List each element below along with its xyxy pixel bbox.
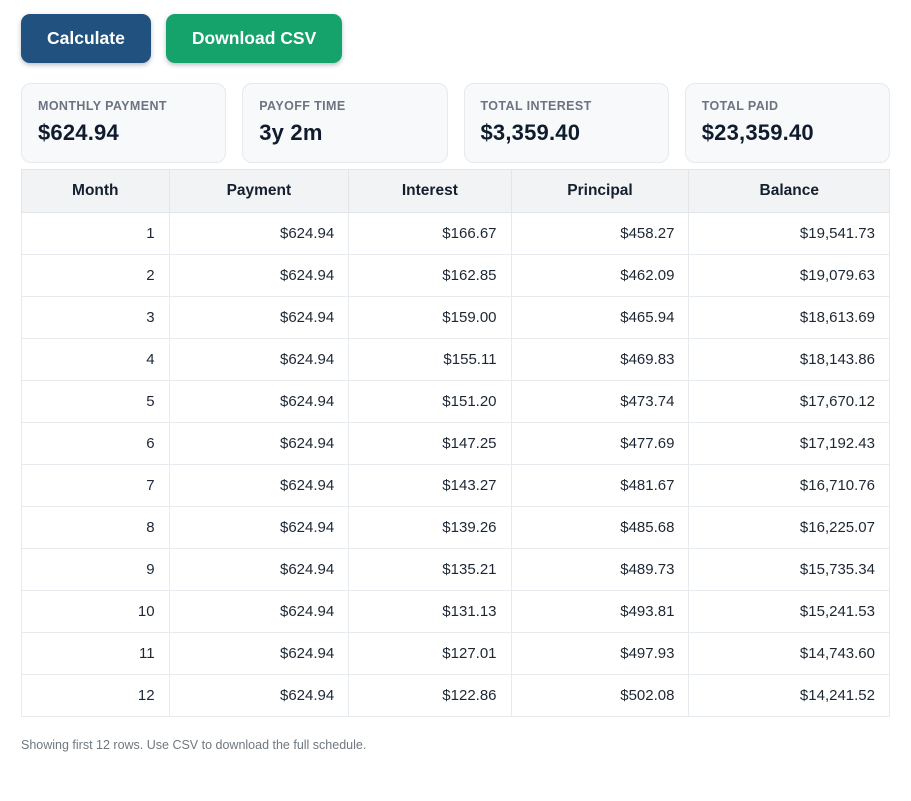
table-row: 2 $624.94 $162.85 $462.09 $19,079.63 <box>21 254 890 297</box>
column-header-payment: Payment <box>168 169 350 213</box>
calculate-button[interactable]: Calculate <box>21 14 151 63</box>
cell-principal: $481.67 <box>510 464 690 507</box>
column-header-month: Month <box>21 169 170 213</box>
table-row: 8 $624.94 $139.26 $485.68 $16,225.07 <box>21 506 890 549</box>
payoff-time-label: PAYOFF TIME <box>259 99 346 113</box>
cell-payment: $624.94 <box>168 380 350 423</box>
table-header: Month Payment Interest Principal Balance <box>21 169 890 213</box>
cell-balance: $16,225.07 <box>688 506 890 549</box>
total-interest-card: TOTAL INTEREST $3,359.40 <box>463 83 669 163</box>
cell-principal: $465.94 <box>510 296 690 339</box>
cell-principal: $485.68 <box>510 506 690 549</box>
cell-balance: $14,241.52 <box>688 674 890 717</box>
table-row: 10 $624.94 $131.13 $493.81 $15,241.53 <box>21 590 890 633</box>
table-row: 7 $624.94 $143.27 $481.67 $16,710.76 <box>21 464 890 507</box>
cell-principal: $462.09 <box>510 254 690 297</box>
cell-interest: $131.13 <box>348 590 512 633</box>
cell-interest: $159.00 <box>348 296 512 339</box>
toolbar: Calculate Download CSV <box>21 14 890 63</box>
cell-month: 11 <box>21 632 170 675</box>
table-header-row: Month Payment Interest Principal Balance <box>21 169 890 213</box>
rows-shown-note: Showing first 12 rows. Use CSV to downlo… <box>21 738 367 752</box>
cell-principal: $502.08 <box>510 674 690 717</box>
cell-balance: $17,670.12 <box>688 380 890 423</box>
cell-interest: $139.26 <box>348 506 512 549</box>
cell-interest: $166.67 <box>348 212 512 255</box>
cell-month: 6 <box>21 422 170 465</box>
cell-balance: $17,192.43 <box>688 422 890 465</box>
cell-payment: $624.94 <box>168 296 350 339</box>
cell-principal: $473.74 <box>510 380 690 423</box>
cell-balance: $15,241.53 <box>688 590 890 633</box>
cell-month: 9 <box>21 548 170 591</box>
total-paid-card: TOTAL PAID $23,359.40 <box>684 83 890 163</box>
cell-principal: $458.27 <box>510 212 690 255</box>
download-csv-button[interactable]: Download CSV <box>165 14 343 63</box>
total-interest-label: TOTAL INTEREST <box>480 99 592 113</box>
cell-principal: $477.69 <box>510 422 690 465</box>
cell-payment: $624.94 <box>168 422 350 465</box>
cell-month: 7 <box>21 464 170 507</box>
cell-balance: $19,541.73 <box>688 212 890 255</box>
cell-balance: $19,079.63 <box>688 254 890 297</box>
cell-principal: $493.81 <box>510 590 690 633</box>
cell-balance: $16,710.76 <box>688 464 890 507</box>
payoff-time-card: PAYOFF TIME 3y 2m <box>242 83 448 163</box>
summary-cards: MONTHLY PAYMENT $624.94 PAYOFF TIME 3y 2… <box>21 83 890 163</box>
cell-balance: $14,743.60 <box>688 632 890 675</box>
cell-month: 4 <box>21 338 170 381</box>
total-paid-value: $23,359.40 <box>701 120 814 145</box>
cell-payment: $624.94 <box>168 212 350 255</box>
payoff-time-value: 3y 2m <box>259 120 323 145</box>
cell-payment: $624.94 <box>168 674 350 717</box>
monthly-payment-card: MONTHLY PAYMENT $624.94 <box>21 83 227 163</box>
cell-payment: $624.94 <box>168 590 350 633</box>
monthly-payment-label: MONTHLY PAYMENT <box>38 99 167 113</box>
cell-month: 2 <box>21 254 170 297</box>
total-interest-value: $3,359.40 <box>480 120 581 145</box>
cell-interest: $122.86 <box>348 674 512 717</box>
column-header-interest: Interest <box>348 169 512 213</box>
cell-balance: $18,613.69 <box>688 296 890 339</box>
monthly-payment-value: $624.94 <box>38 120 119 145</box>
cell-interest: $147.25 <box>348 422 512 465</box>
cell-payment: $624.94 <box>168 506 350 549</box>
cell-payment: $624.94 <box>168 548 350 591</box>
cell-payment: $624.94 <box>168 464 350 507</box>
table-row: 3 $624.94 $159.00 $465.94 $18,613.69 <box>21 296 890 339</box>
table-row: 11 $624.94 $127.01 $497.93 $14,743.60 <box>21 632 890 675</box>
cell-principal: $497.93 <box>510 632 690 675</box>
table-row: 9 $624.94 $135.21 $489.73 $15,735.34 <box>21 548 890 591</box>
cell-payment: $624.94 <box>168 338 350 381</box>
table-row: 4 $624.94 $155.11 $469.83 $18,143.86 <box>21 338 890 381</box>
cell-interest: $135.21 <box>348 548 512 591</box>
column-header-balance: Balance <box>688 169 890 213</box>
schedule-table-body: 1 $624.94 $166.67 $458.27 $19,541.73 2 $624.94… <box>21 212 890 717</box>
column-header-principal: Principal <box>510 169 690 213</box>
cell-interest: $162.85 <box>348 254 512 297</box>
cell-principal: $469.83 <box>510 338 690 381</box>
cell-month: 10 <box>21 590 170 633</box>
table-row: 5 $624.94 $151.20 $473.74 $17,670.12 <box>21 380 890 423</box>
cell-month: 5 <box>21 380 170 423</box>
cell-principal: $489.73 <box>510 548 690 591</box>
cell-interest: $151.20 <box>348 380 512 423</box>
cell-interest: $143.27 <box>348 464 512 507</box>
cell-payment: $624.94 <box>168 254 350 297</box>
cell-month: 1 <box>21 212 170 255</box>
cell-month: 12 <box>21 674 170 717</box>
cell-month: 8 <box>21 506 170 549</box>
table-row: 6 $624.94 $147.25 $477.69 $17,192.43 <box>21 422 890 465</box>
table-row: 12 $624.94 $122.86 $502.08 $14,241.52 <box>21 674 890 717</box>
amortization-table: Month Payment Interest Principal Balance 1 $6… <box>21 169 890 717</box>
cell-interest: $127.01 <box>348 632 512 675</box>
cell-balance: $15,735.34 <box>688 548 890 591</box>
table-row: 1 $624.94 $166.67 $458.27 $19,541.73 <box>21 212 890 255</box>
cell-month: 3 <box>21 296 170 339</box>
cell-payment: $624.94 <box>168 632 350 675</box>
cell-balance: $18,143.86 <box>688 338 890 381</box>
total-paid-label: TOTAL PAID <box>701 99 779 113</box>
cell-interest: $155.11 <box>348 338 512 381</box>
